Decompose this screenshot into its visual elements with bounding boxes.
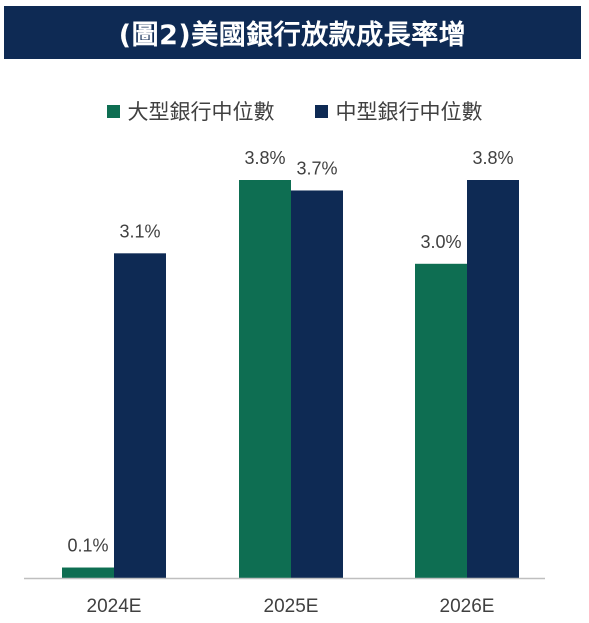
bar-large-bank-2024e — [62, 567, 114, 578]
data-label-mid-bank-2024e: 3.1% — [119, 221, 160, 241]
bar-mid-bank-2026e — [467, 180, 519, 578]
data-label-large-bank-2024e: 0.1% — [67, 536, 108, 556]
bar-mid-bank-2025e — [291, 190, 343, 578]
bar-mid-bank-2024e — [114, 253, 166, 578]
legend-label-large-bank: 大型銀行中位數 — [127, 100, 275, 124]
legend-label-mid-bank: 中型銀行中位數 — [335, 100, 483, 124]
bar-large-bank-2025e — [239, 180, 291, 578]
x-tick-label-2025e: 2025E — [264, 596, 319, 617]
legend-item-large-bank: 大型銀行中位數 — [106, 96, 275, 126]
bar-large-bank-2026e — [415, 263, 467, 578]
chart-title: (圖2)美國銀行放款成長率增 — [118, 20, 467, 51]
legend-swatch-mid-bank — [314, 104, 328, 118]
x-tick-label-2026e: 2026E — [440, 596, 495, 617]
legend-item-mid-bank: 中型銀行中位數 — [314, 96, 483, 126]
data-label-mid-bank-2026e: 3.8% — [472, 148, 513, 168]
legend-swatch-large-bank — [106, 104, 120, 118]
chart-title-bar: (圖2)美國銀行放款成長率增 — [4, 6, 581, 59]
data-label-large-bank-2025e: 3.8% — [244, 148, 285, 168]
data-label-mid-bank-2025e: 3.7% — [296, 158, 337, 178]
legend: 大型銀行中位數 中型銀行中位數 — [0, 96, 589, 126]
data-label-large-bank-2026e: 3.0% — [420, 232, 461, 252]
x-tick-label-2024e: 2024E — [87, 596, 142, 617]
